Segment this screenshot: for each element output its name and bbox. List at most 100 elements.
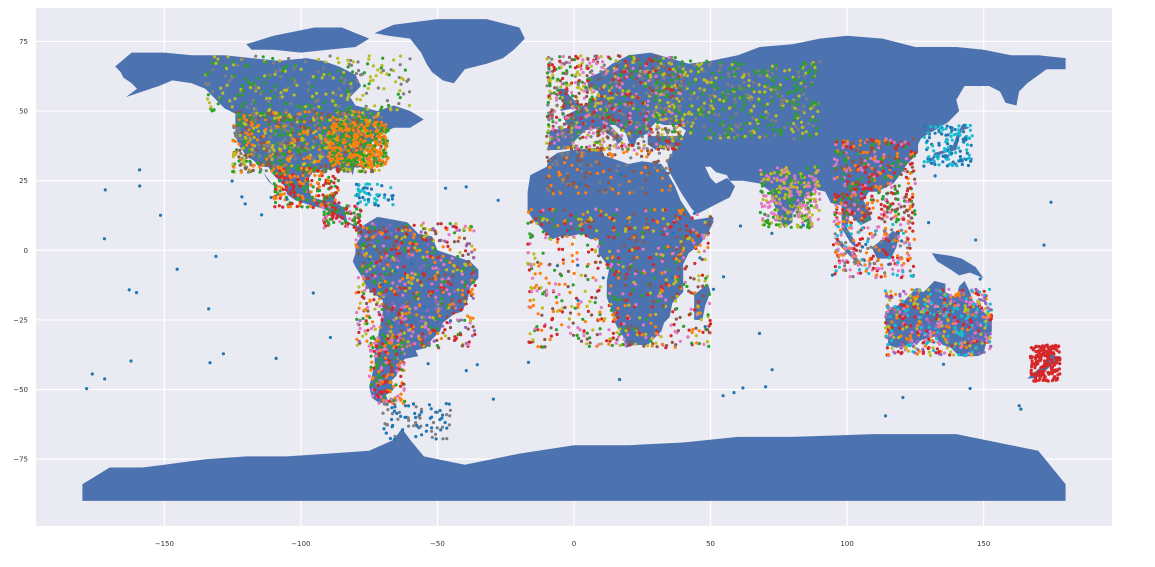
data-point: [697, 70, 701, 74]
data-point: [587, 250, 591, 254]
data-point: [373, 229, 377, 233]
data-point: [689, 307, 693, 311]
data-point: [558, 96, 562, 100]
data-point: [646, 58, 650, 62]
data-point: [255, 111, 259, 115]
data-point: [614, 270, 619, 274]
data-point: [397, 259, 401, 263]
data-point: [349, 58, 353, 63]
data-point: [452, 263, 456, 267]
data-point: [667, 55, 671, 60]
data-point: [690, 238, 695, 242]
data-point: [685, 74, 690, 78]
data-point: [433, 247, 437, 251]
data-point: [292, 143, 297, 147]
data-point: [638, 127, 642, 131]
data-point: [434, 317, 438, 321]
data-point: [356, 187, 360, 191]
data-point: [672, 282, 676, 286]
data-point: [282, 66, 287, 70]
data-point: [551, 218, 555, 222]
data-point: [392, 58, 396, 62]
data-point: [251, 129, 255, 133]
data-point: [750, 87, 755, 91]
data-point: [337, 68, 341, 72]
data-point: [231, 162, 235, 166]
data-point: [680, 84, 684, 88]
data-point: [338, 79, 343, 83]
data-point: [317, 174, 322, 178]
data-point: [611, 77, 615, 82]
data-point: [531, 276, 535, 280]
data-point: [243, 166, 247, 170]
data-point: [433, 260, 437, 264]
data-point: [395, 352, 399, 356]
data-point: [296, 175, 300, 179]
data-point: [675, 247, 679, 251]
data-point: [556, 88, 560, 92]
data-point: [611, 268, 615, 272]
data-point: [241, 84, 245, 88]
data-point: [358, 98, 363, 102]
data-point: [566, 174, 570, 178]
data-point: [324, 204, 328, 208]
data-point: [467, 340, 471, 344]
land-antarctica: [82, 428, 1066, 501]
data-point: [726, 83, 730, 87]
data-point: [708, 301, 712, 306]
data-point: [579, 67, 583, 71]
data-point: [237, 112, 241, 116]
data-point: [697, 342, 701, 346]
data-point: [641, 76, 645, 80]
data-point: [632, 84, 636, 88]
data-point: [263, 131, 267, 135]
data-point: [584, 183, 588, 187]
data-point: [365, 182, 369, 186]
data-point: [726, 92, 730, 96]
data-point: [327, 222, 331, 226]
data-point: [548, 141, 553, 146]
data-point: [365, 286, 369, 290]
data-point: [412, 296, 416, 300]
data-point: [584, 145, 589, 149]
data-point: [384, 347, 388, 352]
data-point: [292, 153, 296, 157]
data-point: [659, 284, 664, 288]
data-point: [796, 190, 800, 194]
data-point: [252, 114, 256, 118]
data-point: [615, 208, 619, 212]
data-point: [378, 304, 382, 308]
data-point: [535, 289, 539, 293]
data-point: [544, 232, 549, 236]
data-point: [728, 67, 732, 71]
data-point: [252, 153, 256, 157]
data-point: [410, 271, 414, 275]
data-point: [357, 330, 361, 334]
data-point: [405, 223, 409, 227]
data-point: [775, 75, 779, 79]
data-point: [676, 329, 681, 333]
data-point: [348, 105, 352, 109]
data-point: [378, 147, 382, 151]
data-point: [329, 159, 333, 163]
data-point: [312, 159, 316, 163]
data-point: [741, 75, 746, 79]
data-point: [357, 162, 361, 166]
data-point: [378, 325, 382, 329]
data-point: [276, 122, 280, 126]
data-point: [394, 383, 398, 387]
data-point: [591, 276, 595, 280]
data-point: [570, 242, 575, 246]
data-point: [264, 148, 268, 152]
data-point: [361, 250, 365, 255]
data-point: [571, 106, 575, 110]
data-point: [565, 234, 569, 238]
data-point: [269, 129, 273, 133]
data-point: [347, 92, 351, 97]
data-point: [530, 290, 534, 294]
data-point: [614, 59, 618, 63]
data-point: [611, 336, 615, 340]
data-point: [463, 295, 467, 299]
data-point: [547, 67, 551, 71]
data-point: [283, 146, 287, 150]
